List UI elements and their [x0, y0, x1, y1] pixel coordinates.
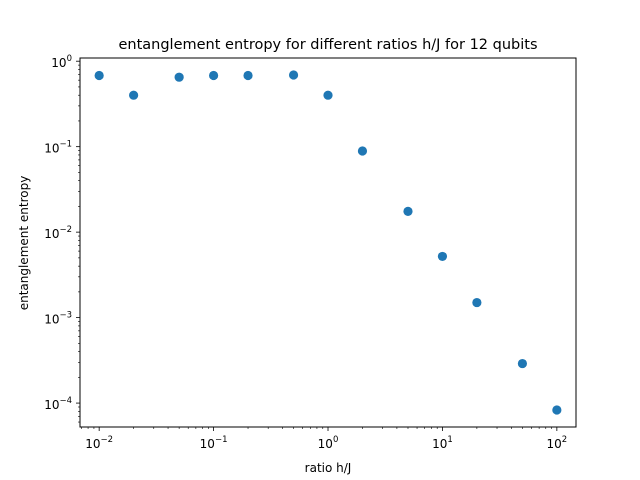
data-point — [552, 405, 562, 415]
y-tick-label: 10−2 — [44, 225, 72, 241]
x-tick-label-exponent: 0 — [333, 435, 338, 445]
x-tick-label: 10−2 — [85, 435, 113, 451]
x-tick-label-mantissa: 10 — [85, 437, 100, 451]
y-tick-label-exponent: 0 — [67, 54, 72, 64]
data-point — [323, 90, 333, 100]
y-tick-label-mantissa: 10 — [44, 227, 59, 241]
data-point — [288, 70, 299, 80]
y-tick-label-mantissa: 10 — [51, 56, 66, 70]
x-tick-label-exponent: 2 — [562, 435, 567, 445]
x-tick-label: 100 — [318, 435, 339, 451]
x-tick-label-exponent: −2 — [101, 435, 114, 445]
y-tick-label-mantissa: 10 — [44, 142, 59, 156]
data-point — [517, 358, 528, 369]
data-point — [357, 146, 368, 156]
x-tick-label-exponent: 1 — [447, 435, 452, 445]
y-tick-label: 100 — [51, 54, 72, 70]
x-tick-label: 10−1 — [200, 435, 228, 451]
x-tick-label: 101 — [432, 435, 453, 451]
x-tick-label: 102 — [547, 435, 568, 451]
y-tick-label-mantissa: 10 — [44, 398, 59, 412]
data-point — [403, 206, 413, 216]
y-tick-label: 10−1 — [44, 140, 72, 156]
x-tick-label-mantissa: 10 — [200, 437, 215, 451]
data-point — [208, 70, 219, 81]
y-tick-label-exponent: −1 — [59, 140, 72, 150]
y-tick-label-mantissa: 10 — [44, 313, 59, 327]
chart-title: entanglement entropy for different ratio… — [118, 37, 537, 53]
data-point — [129, 90, 139, 100]
plot-area-frame — [79, 57, 577, 428]
y-tick-label: 10−4 — [44, 396, 72, 412]
data-point — [243, 70, 253, 81]
data-point — [94, 70, 104, 81]
data-points — [94, 70, 562, 415]
y-tick-label: 10−3 — [44, 311, 72, 327]
data-point — [437, 251, 448, 262]
y-tick-label-exponent: −2 — [59, 225, 72, 235]
x-tick-label-mantissa: 10 — [432, 437, 447, 451]
x-axis-label: ratio h/J — [305, 461, 352, 475]
y-tick-label-exponent: −4 — [59, 396, 72, 406]
data-point — [472, 297, 482, 308]
data-point — [174, 72, 184, 82]
x-tick-label-mantissa: 10 — [547, 437, 562, 451]
y-tick-label-exponent: −3 — [59, 311, 72, 321]
y-axis-label: entanglement entropy — [17, 176, 31, 311]
x-tick-label-mantissa: 10 — [318, 437, 333, 451]
x-tick-label-exponent: −1 — [215, 435, 228, 445]
